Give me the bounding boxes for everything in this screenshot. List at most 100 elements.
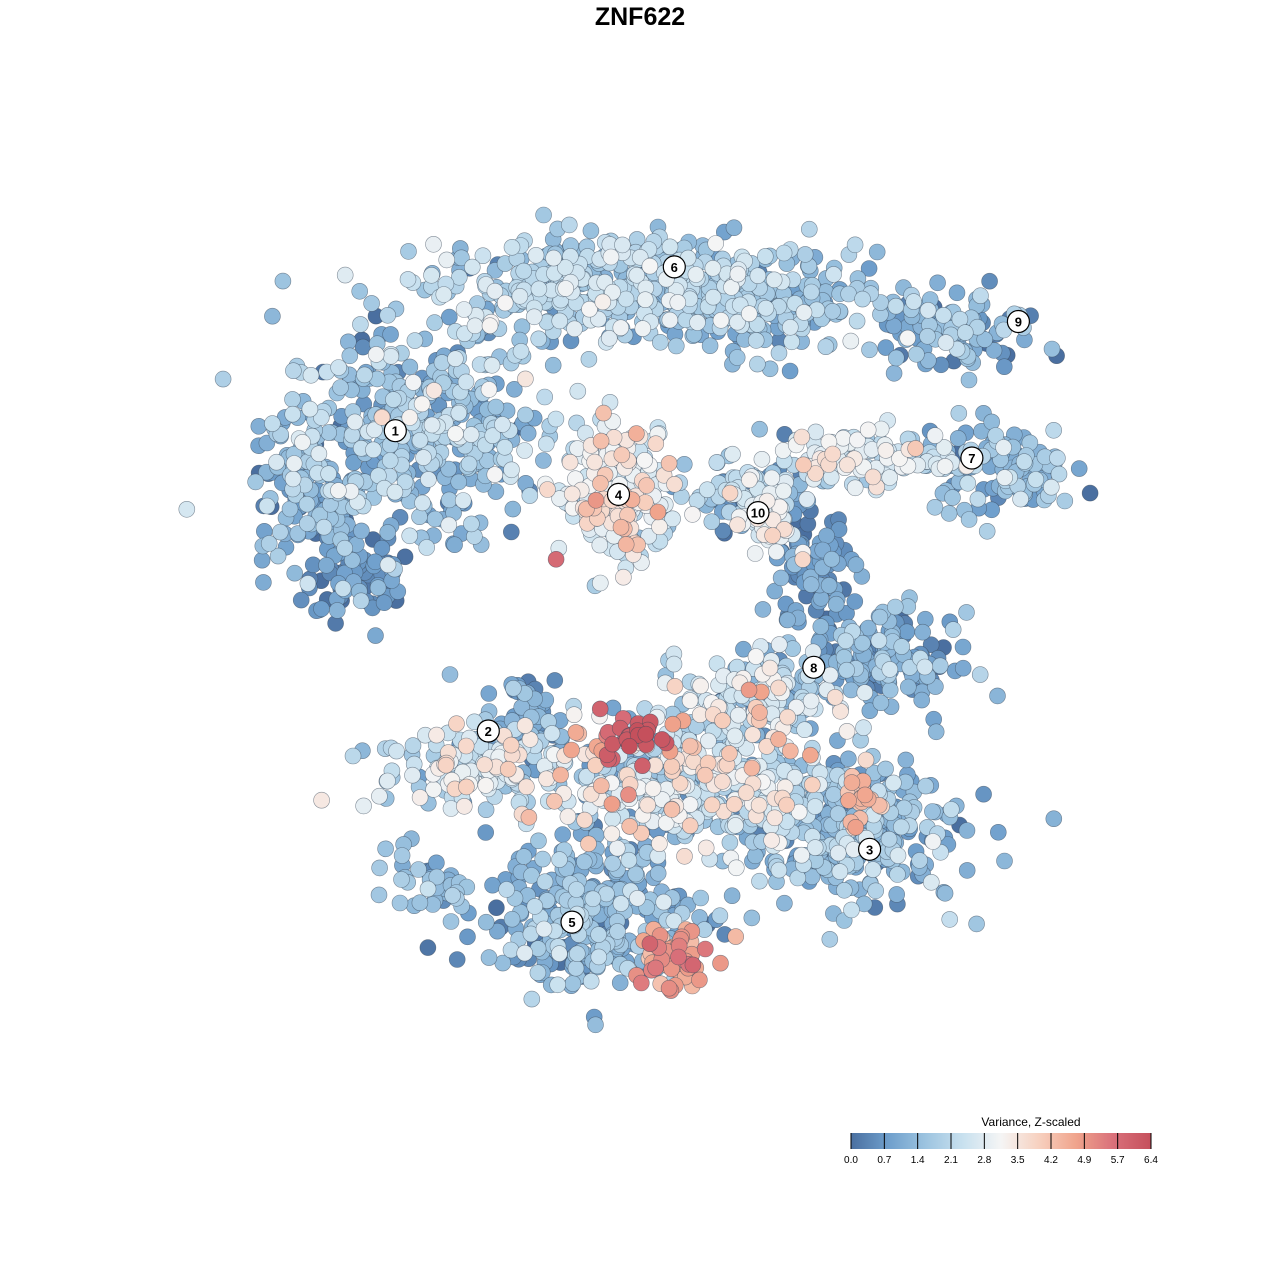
data-point [954,659,972,677]
data-point [641,257,659,275]
data-point [996,852,1013,870]
data-point [381,452,399,469]
data-point [604,735,621,753]
data-point [450,473,468,491]
data-point [269,547,287,565]
data-point [446,536,463,554]
data-point [551,312,569,330]
data-point [676,847,693,865]
data-point [834,429,852,447]
data-point [411,789,429,806]
data-point [253,551,271,569]
data-point [519,424,537,442]
data-point [647,959,664,977]
data-point [258,497,276,515]
data-point [829,844,847,862]
data-point [425,382,443,399]
data-point [370,886,388,904]
data-point [989,687,1006,705]
data-point [824,302,841,320]
data-point [396,548,414,566]
data-point [587,491,605,509]
data-point [460,455,478,473]
data-point [535,206,552,224]
data-point [521,487,539,504]
cluster-label-text: 4 [615,487,623,502]
data-point [406,332,424,349]
data-point [854,634,871,652]
data-point [477,913,495,931]
data-point [729,516,746,534]
data-point [292,591,310,609]
legend-tick-label: 0.0 [844,1155,858,1166]
data-point [480,381,498,398]
data-point [660,455,678,472]
data-point [660,979,678,997]
data-point [956,324,974,341]
data-point [609,923,626,940]
data-point [770,679,787,697]
data-point [929,274,946,292]
cluster-label-6: 6 [662,255,686,279]
data-point [948,284,966,302]
data-point [747,332,765,349]
cluster-label-5: 5 [560,910,584,934]
data-point [840,750,857,768]
data-point [634,320,652,337]
data-point [575,853,593,871]
data-point [940,505,958,522]
data-point [580,835,597,853]
data-point [457,737,475,755]
data-point [735,640,752,658]
data-point [747,648,765,665]
data-point [681,737,699,755]
data-point [545,249,562,267]
data-point [704,259,722,277]
data-point [401,409,419,426]
data-point [284,391,301,408]
data-point [298,495,316,513]
data-point [629,889,646,907]
data-point [908,345,925,363]
data-point [916,658,934,676]
data-point [355,797,372,815]
data-point [821,930,839,948]
data-point [310,445,328,463]
data-point [617,536,635,553]
data-point [563,741,580,759]
data-point [595,404,612,422]
data-point [972,287,989,305]
data-point [795,304,813,321]
data-point [315,518,333,536]
data-point [352,316,369,333]
data-point [661,311,679,329]
data-point [351,282,369,300]
data-point [893,638,911,655]
data-point [881,661,899,678]
data-point [806,839,824,856]
data-point [457,373,475,391]
data-point [484,427,502,445]
data-point [703,513,721,531]
data-point [958,604,975,621]
data-point [881,681,899,699]
data-point [919,301,937,319]
data-point [749,355,766,373]
data-point [634,757,651,775]
data-point [612,895,630,912]
data-point [995,439,1012,456]
data-point [922,636,940,654]
data-point [487,483,505,500]
data-point [294,433,311,451]
data-point [379,524,397,541]
data-point [824,445,842,463]
data-point [566,320,583,338]
data-point [783,333,801,351]
data-point [802,692,820,710]
data-point [712,954,729,972]
data-point [741,471,758,489]
data-point [411,431,429,449]
data-point [592,475,609,492]
data-point [960,371,978,389]
